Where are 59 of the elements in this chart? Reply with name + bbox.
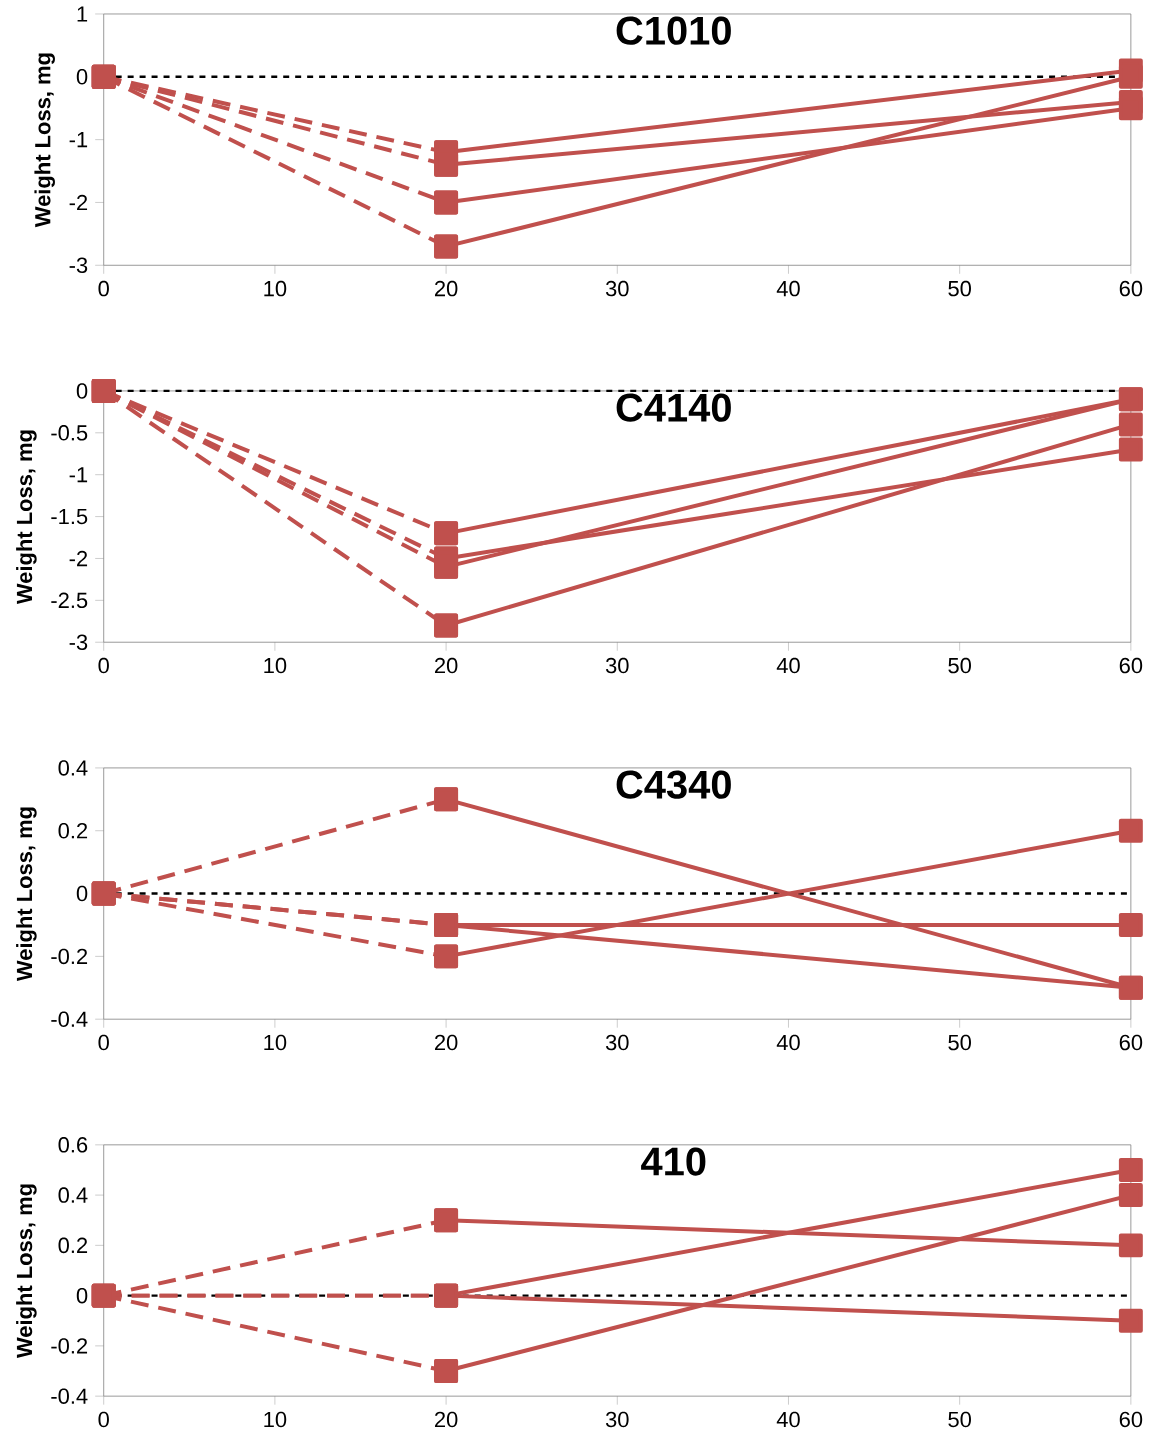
y-tick-label: -2 xyxy=(69,550,88,567)
y-tick-label: 0 xyxy=(76,69,88,85)
x-tick-label: 60 xyxy=(1119,1034,1143,1051)
y-tick-label: -2.5 xyxy=(51,592,88,609)
chart-title: C4140 xyxy=(616,393,731,422)
x-tick-label: 20 xyxy=(435,280,458,297)
y-tick-label: 0 xyxy=(76,383,88,399)
y-tick-label: -0.4 xyxy=(51,1388,88,1404)
chart-title: 410 xyxy=(641,1147,706,1176)
x-tick-label: 60 xyxy=(1119,657,1143,674)
x-tick-label: 50 xyxy=(948,1411,972,1428)
y-tick-label: -1 xyxy=(69,132,88,148)
x-tick-label: 60 xyxy=(1119,280,1143,297)
x-tick-label: 0 xyxy=(98,657,110,674)
y-tick-label: 0.2 xyxy=(58,1237,88,1254)
y-tick-label: -0.5 xyxy=(51,425,88,441)
y-tick-label: -3 xyxy=(69,634,88,651)
y-tick-label: 0.4 xyxy=(58,1187,88,1203)
x-tick-label: 20 xyxy=(435,1411,458,1428)
y-tick-label: 0 xyxy=(76,1287,88,1304)
y-tick-label: 0.6 xyxy=(58,1137,88,1153)
y-tick-label: -1.5 xyxy=(51,508,88,525)
x-tick-label: 20 xyxy=(435,657,458,674)
y-tick-label: -1 xyxy=(69,467,88,483)
x-tick-label: 0 xyxy=(98,1034,110,1051)
y-tick-label: -0.2 xyxy=(51,1338,88,1354)
x-tick-label: 10 xyxy=(264,657,287,674)
y-tick-label: 0.2 xyxy=(58,822,88,839)
x-tick-label: 50 xyxy=(948,657,972,674)
x-tick-label: 10 xyxy=(264,1411,287,1428)
x-tick-label: 60 xyxy=(1119,1411,1143,1428)
x-tick-label: 40 xyxy=(776,280,800,297)
x-tick-label: 0 xyxy=(98,1411,110,1428)
y-tick-label: -0.2 xyxy=(51,948,88,965)
y-axis-title: Weight Loss, mg xyxy=(16,1184,37,1359)
y-tick-label: -2 xyxy=(69,194,88,211)
y-axis-title: Weight Loss, mg xyxy=(16,807,37,982)
y-tick-label: -0.4 xyxy=(51,1011,88,1027)
y-tick-label: -3 xyxy=(69,257,88,274)
x-tick-label: 40 xyxy=(776,1411,800,1428)
y-axis-title: Weight Loss, mg xyxy=(34,53,56,228)
chart-title: C4340 xyxy=(616,770,731,799)
x-tick-label: 10 xyxy=(264,1034,287,1051)
x-tick-label: 50 xyxy=(948,1034,972,1051)
x-tick-label: 10 xyxy=(264,280,287,297)
y-tick-label: 1 xyxy=(77,6,88,22)
x-tick-label: 40 xyxy=(776,657,800,674)
x-tick-label: 30 xyxy=(606,657,629,674)
y-axis-title: Weight Loss, mg xyxy=(16,430,37,605)
y-tick-label: 0.4 xyxy=(58,760,88,776)
x-tick-label: 0 xyxy=(98,280,110,297)
x-tick-label: 50 xyxy=(948,280,972,297)
x-tick-label: 40 xyxy=(776,1034,800,1051)
chart-title: C1010 xyxy=(616,16,731,45)
x-tick-label: 20 xyxy=(435,1034,458,1051)
x-tick-label: 30 xyxy=(606,280,629,297)
x-tick-label: 30 xyxy=(606,1034,629,1051)
x-tick-label: 30 xyxy=(606,1411,629,1428)
y-tick-label: 0 xyxy=(76,885,88,902)
